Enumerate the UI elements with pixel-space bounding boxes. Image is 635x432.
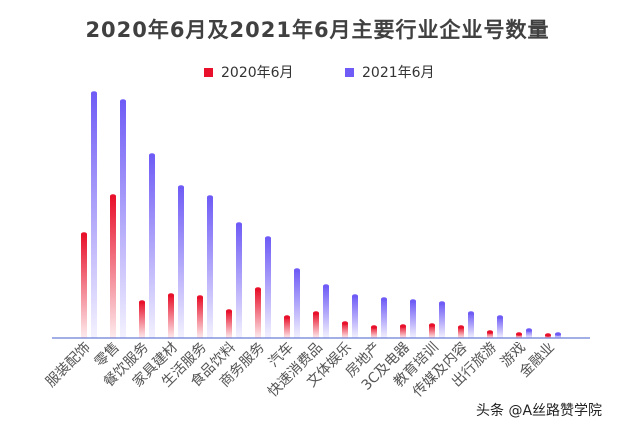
legend-label: 2020年6月 — [221, 65, 294, 81]
bar-cap — [352, 294, 358, 298]
legend-item-2021: 2021年6月 — [345, 62, 435, 82]
bar-cap — [226, 309, 232, 313]
bar-cap — [487, 330, 493, 334]
bar-cap — [371, 325, 377, 329]
bar-cap — [236, 222, 242, 226]
bar-cap — [516, 332, 522, 336]
bar-2020 — [487, 332, 493, 338]
bar-cap — [284, 315, 290, 319]
bar-2021 — [91, 93, 97, 338]
bar-cap — [207, 195, 213, 199]
bar-2021 — [497, 317, 503, 338]
bar-cap — [400, 324, 406, 328]
bar-2020 — [458, 327, 464, 338]
bar-2020 — [226, 311, 232, 338]
bar-2020 — [168, 295, 174, 338]
bar-cap — [294, 268, 300, 272]
bar-2020 — [197, 297, 203, 338]
chart-title: 2020年6月及2021年6月主要行业企业号数量 — [85, 18, 550, 42]
bar-cap — [139, 300, 145, 304]
bar-cap — [458, 325, 464, 329]
legend-item-2020: 2020年6月 — [204, 62, 294, 82]
bar-cap — [410, 299, 416, 303]
bar-2020 — [110, 196, 116, 338]
bar-cap — [342, 321, 348, 325]
bar-cap — [81, 232, 87, 236]
bar-cap — [323, 284, 329, 288]
bar-2021 — [323, 286, 329, 338]
legend-label: 2021年6月 — [362, 65, 435, 81]
bar-2021 — [120, 101, 126, 338]
bar-cap — [545, 333, 551, 337]
bar-cap — [439, 301, 445, 305]
bar-2021 — [294, 270, 300, 338]
bar-2021 — [265, 238, 271, 338]
bar-cap — [468, 311, 474, 315]
bar-2020 — [516, 334, 522, 338]
bar-2021 — [439, 303, 445, 338]
bar-2021 — [149, 155, 155, 338]
bar-cap — [526, 328, 532, 332]
legend-swatch-blue — [345, 67, 354, 77]
bar-cap — [265, 236, 271, 240]
bar-2021 — [555, 334, 561, 338]
bar-cap — [110, 194, 116, 198]
bar-cap — [91, 91, 97, 95]
bar-2020 — [139, 302, 145, 338]
bar-2021 — [352, 296, 358, 338]
bar-2020 — [81, 234, 87, 338]
bar-2020 — [429, 325, 435, 338]
bar-2020 — [313, 313, 319, 338]
bar-cap — [381, 297, 387, 301]
bar-2020 — [255, 289, 261, 338]
bar-cap — [178, 185, 184, 189]
bar-2020 — [284, 317, 290, 338]
bar-cap — [313, 311, 319, 315]
bar-cap — [429, 323, 435, 327]
bar-cap — [197, 295, 203, 299]
bar-2020 — [400, 326, 406, 338]
bar-cap — [168, 293, 174, 297]
bar-2021 — [207, 197, 213, 338]
bar-cap — [555, 332, 561, 336]
bar-2021 — [381, 299, 387, 338]
bar-cap — [255, 287, 261, 291]
bar-2021 — [526, 330, 532, 338]
bar-2021 — [236, 224, 242, 338]
bar-2021 — [468, 313, 474, 338]
x-tick-label: 服装配饰 — [43, 340, 94, 391]
legend-swatch-red — [204, 67, 213, 77]
bar-cap — [497, 315, 503, 319]
watermark: 头条 @A丝路赞学院 — [476, 403, 603, 419]
bar-cap — [149, 153, 155, 157]
bar-2021 — [410, 301, 416, 338]
bar-2021 — [178, 187, 184, 338]
bar-2020 — [342, 323, 348, 338]
bar-cap — [120, 99, 126, 103]
bar-2020 — [371, 327, 377, 338]
